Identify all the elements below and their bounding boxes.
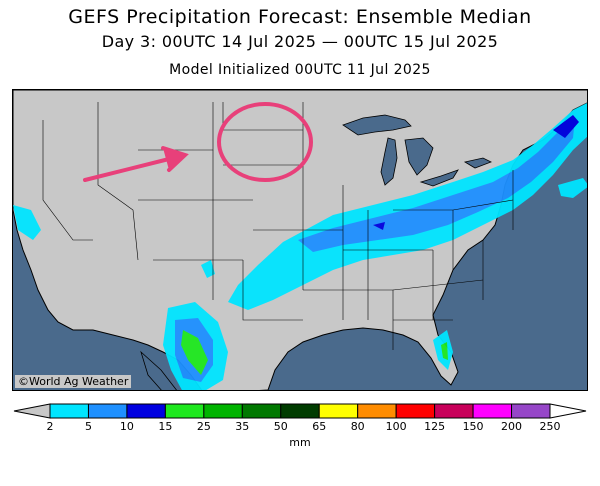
colorbar-tick-label: 15 xyxy=(158,420,173,433)
colorbar-tick-label: 80 xyxy=(350,420,365,433)
colorbar-unit: mm xyxy=(289,436,311,449)
gulf-of-california xyxy=(140,350,177,390)
colorbar-swatch xyxy=(87,403,128,419)
annotation-circle xyxy=(217,102,313,182)
annotation-arrow xyxy=(83,156,175,182)
colorbar-tick-label: 25 xyxy=(196,420,211,433)
colorbar-swatch xyxy=(434,403,474,419)
lake-superior xyxy=(342,114,412,136)
colorbar-tick-label: 125 xyxy=(424,420,446,433)
colorbar-tick-label: 2 xyxy=(46,420,54,433)
annotation xyxy=(83,102,313,182)
colorbar-ticks: 2 5 10 15 25 35 50 65 80 100 125 150 200 250 xyxy=(0,420,600,436)
lake-erie xyxy=(419,169,459,187)
colorbar-swatch xyxy=(318,403,359,419)
model-init: Model Initialized 00UTC 11 Jul 2025 xyxy=(169,62,431,78)
precip-overlay xyxy=(13,103,587,390)
colorbar-swatch xyxy=(126,403,166,419)
lake-huron xyxy=(404,137,434,176)
colorbar-tick-label: 35 xyxy=(235,420,250,433)
lake-ontario xyxy=(463,157,492,169)
forecast-period: Day 3: 00UTC 14 Jul 2025 — 00UTC 15 Jul … xyxy=(101,32,499,51)
colorbar-swatch xyxy=(511,403,551,419)
colorbar-over xyxy=(549,403,587,419)
annotation-arrowhead xyxy=(161,146,189,172)
colorbar-swatch xyxy=(280,403,320,419)
colorbar-swatch xyxy=(49,403,89,419)
map-canvas xyxy=(13,90,587,390)
colorbar-swatch xyxy=(241,403,282,419)
colorbar-under xyxy=(13,403,51,419)
colorbar-tick-label: 150 xyxy=(462,420,484,433)
colorbar-tick-label: 250 xyxy=(539,420,561,433)
colorbar-tick-label: 5 xyxy=(84,420,92,433)
colorbar-swatch xyxy=(164,403,205,419)
colorbar-tick-label: 65 xyxy=(312,420,327,433)
precip-map: ©World Ag Weather xyxy=(12,89,588,391)
colorbar-swatch xyxy=(357,403,397,419)
colorbar-swatch xyxy=(472,403,513,419)
map-title: GEFS Precipitation Forecast: Ensemble Me… xyxy=(68,6,532,28)
lake-michigan xyxy=(380,137,398,186)
colorbar-tick-label: 50 xyxy=(273,420,288,433)
state-borders xyxy=(42,102,514,350)
colorbar-swatch xyxy=(203,403,243,419)
colorbar-tick-label: 200 xyxy=(501,420,523,433)
colorbar-swatch xyxy=(395,403,436,419)
credit-label: ©World Ag Weather xyxy=(15,375,132,388)
colorbar-tick-label: 10 xyxy=(119,420,134,433)
colorbar xyxy=(13,403,587,419)
colorbar-tick-label: 100 xyxy=(385,420,407,433)
